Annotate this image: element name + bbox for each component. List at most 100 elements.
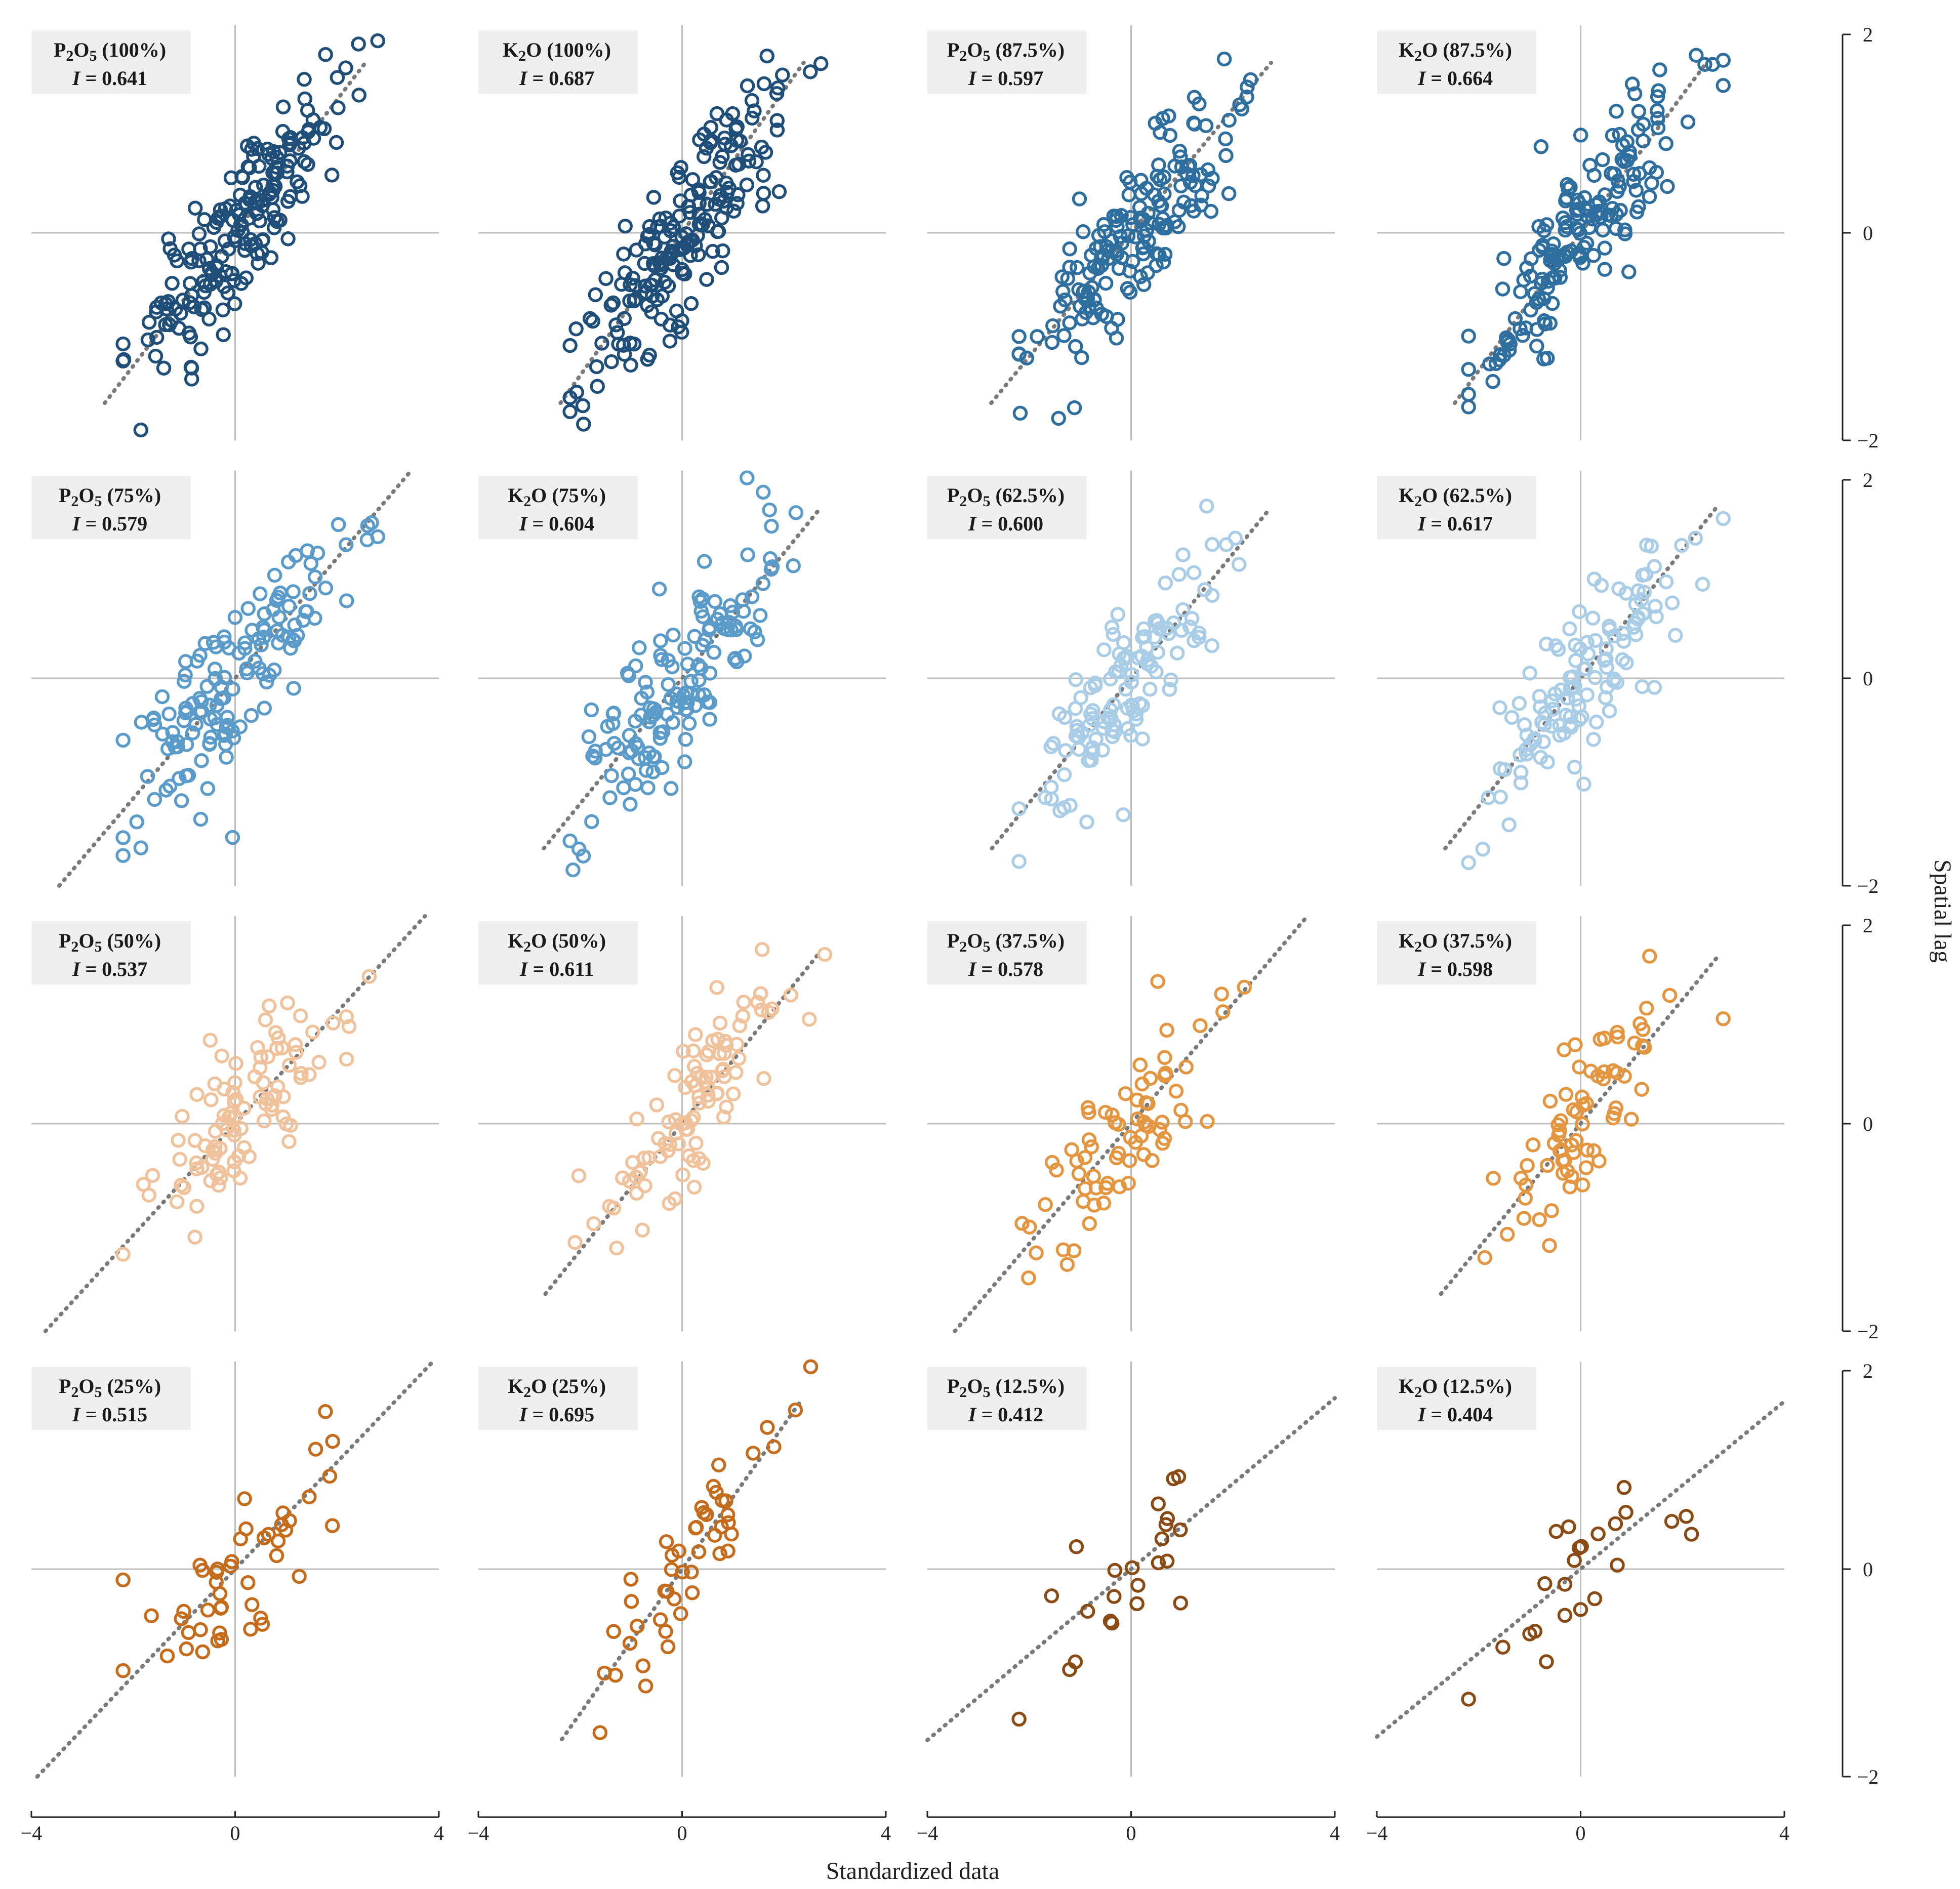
data-point [227, 610, 243, 625]
data-point [728, 157, 744, 173]
data-point [308, 1442, 323, 1457]
data-point [228, 1056, 243, 1071]
y-tick-label: 0 [1863, 1113, 1873, 1135]
data-point [1578, 1160, 1594, 1175]
data-point [1158, 1517, 1174, 1532]
data-point [1044, 335, 1060, 350]
data-point [193, 811, 209, 827]
data-point [1059, 1257, 1075, 1272]
regression-line [1439, 951, 1723, 1296]
data-point [1149, 246, 1164, 261]
data-point [161, 706, 177, 722]
data-point [222, 198, 238, 214]
data-point [1079, 814, 1094, 830]
data-point [115, 732, 131, 748]
data-point [691, 196, 707, 211]
data-point [1051, 706, 1067, 721]
data-point [1664, 1513, 1680, 1529]
data-point [1649, 609, 1664, 625]
data-point [1071, 282, 1086, 298]
data-point [1605, 128, 1620, 143]
data-point [1595, 222, 1611, 238]
data-point [214, 1632, 229, 1647]
data-point [700, 1080, 715, 1095]
data-point [1107, 1589, 1122, 1604]
data-point [281, 598, 297, 614]
data-point [1586, 248, 1601, 263]
data-point [655, 289, 670, 304]
data-point [1573, 1602, 1588, 1617]
data-point [1204, 588, 1220, 603]
data-point [1135, 731, 1150, 747]
data-point [1621, 264, 1637, 279]
data-point [203, 1092, 219, 1107]
data-point [191, 226, 207, 241]
data-point [622, 1173, 637, 1189]
data-point [766, 1439, 782, 1455]
data-point [1642, 949, 1657, 964]
data-point [179, 1641, 194, 1657]
data-point [1121, 187, 1137, 202]
data-point [1617, 1069, 1632, 1084]
data-point [639, 684, 655, 700]
panel-p2o5-100pct: P2O5 (100%)I = 0.641 [31, 25, 439, 440]
data-point [774, 67, 790, 83]
data-point [1630, 611, 1646, 627]
data-point [214, 1048, 229, 1063]
data-point [576, 417, 591, 432]
data-point [1532, 1212, 1547, 1227]
data-point [1602, 622, 1617, 637]
data-point [218, 264, 234, 279]
data-point [1130, 1111, 1145, 1127]
data-point [669, 686, 684, 702]
data-point [641, 1150, 657, 1166]
data-point [184, 372, 199, 387]
data-point [603, 298, 619, 313]
morans-i-value: I = 0.404 [1417, 1403, 1493, 1426]
data-point [1151, 1555, 1166, 1571]
data-point [1071, 1166, 1087, 1181]
data-point [1575, 1116, 1590, 1132]
data-point [1608, 1516, 1623, 1532]
data-point [711, 1457, 726, 1473]
data-point [587, 750, 603, 766]
data-point [1182, 175, 1198, 190]
data-point [322, 1468, 338, 1484]
data-point [788, 505, 804, 520]
data-point [331, 100, 346, 115]
data-point [1461, 362, 1476, 377]
data-point [207, 662, 223, 677]
data-point [1587, 670, 1603, 685]
data-point [1544, 693, 1560, 709]
data-point [1218, 131, 1233, 147]
data-point [189, 1155, 204, 1171]
data-point [1072, 191, 1087, 207]
data-point [1605, 1111, 1621, 1126]
data-point [640, 780, 656, 796]
data-point [1132, 210, 1148, 226]
data-point [1644, 176, 1659, 191]
data-point [1159, 1553, 1175, 1569]
data-point [729, 196, 745, 211]
panel-title: P2O5 (62.5%) [947, 484, 1065, 510]
data-point [1082, 1216, 1097, 1231]
morans-i-value: I = 0.515 [72, 1403, 147, 1426]
data-point [660, 1639, 676, 1655]
data-point [1495, 1639, 1510, 1655]
panel-title: K2O (25%) [508, 1375, 606, 1401]
data-point [1151, 157, 1166, 173]
data-point [1062, 260, 1077, 275]
data-point [243, 708, 259, 723]
panel-p2o5-37-5pct: P2O5 (37.5%) I = 0.578 [927, 914, 1335, 1333]
data-point [302, 1067, 317, 1082]
data-point [339, 1009, 354, 1024]
data-point [604, 768, 619, 784]
data-point [1109, 209, 1124, 224]
data-point [762, 502, 777, 518]
data-point [755, 198, 770, 214]
data-point [1580, 646, 1596, 662]
data-point [253, 1611, 268, 1626]
data-point [1543, 250, 1559, 265]
data-point [695, 609, 711, 625]
data-point [676, 688, 691, 704]
